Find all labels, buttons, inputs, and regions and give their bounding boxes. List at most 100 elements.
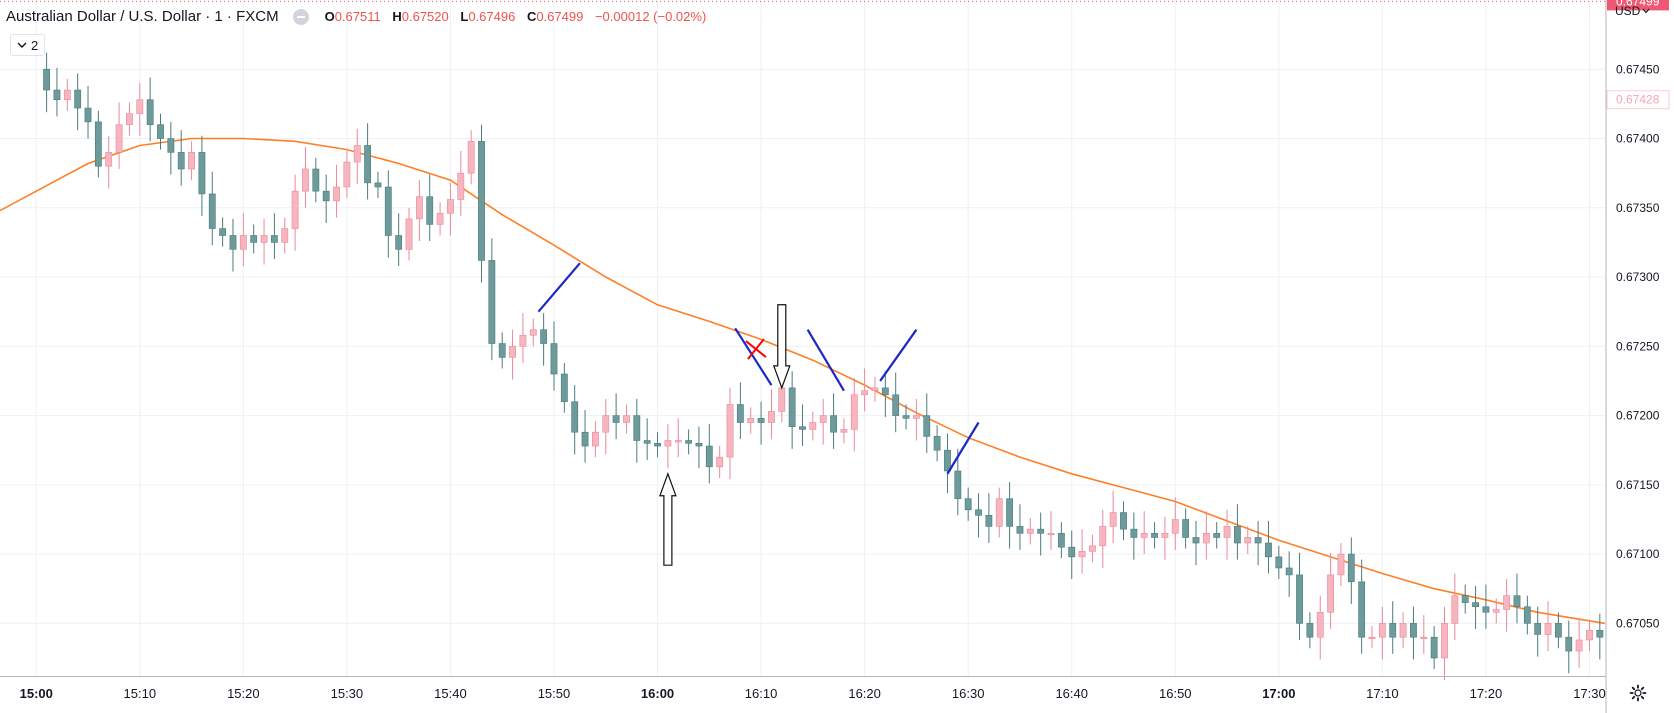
candle-body [1586, 629, 1593, 641]
candle-body [1523, 606, 1531, 624]
candle-body [1213, 533, 1221, 538]
candle-body [1182, 519, 1190, 538]
candle-body [550, 343, 558, 375]
hide-legend-icon[interactable] [292, 8, 309, 25]
candle-body [995, 498, 1003, 527]
candle-body [146, 99, 154, 125]
candle-body [1482, 606, 1490, 613]
candle-body [488, 260, 496, 344]
candle-body [1430, 636, 1438, 659]
candle-body [954, 470, 962, 499]
candle-body [560, 373, 568, 403]
chart-grid [0, 0, 1605, 676]
candle-body [861, 390, 869, 396]
price-tick-label: 0.67400 [1616, 132, 1660, 146]
candle-body [654, 442, 661, 447]
chevron-down-icon [1642, 8, 1650, 14]
candle-body [105, 152, 113, 167]
candle-body [198, 152, 206, 195]
candle-body [529, 329, 537, 336]
candle-body [788, 387, 796, 427]
candle-body [219, 228, 227, 236]
candle-body [1513, 595, 1521, 608]
arrow-down-annotation [772, 304, 791, 390]
candle-body [1037, 528, 1045, 534]
candle-body [1130, 528, 1138, 538]
candle-body [643, 440, 651, 444]
time-tick-label: 16:30 [952, 686, 985, 701]
candle-body [581, 431, 589, 447]
price-tick-label: 0.67150 [1616, 478, 1660, 492]
candle-body [302, 168, 309, 192]
candle-body [63, 89, 71, 101]
candle-body [333, 186, 340, 202]
price-axis[interactable]: 0.67050 0.67100 0.67150 0.67200 0.67250 0.673… [1605, 0, 1670, 713]
time-tick-label: 15:20 [227, 686, 260, 701]
candle-body [768, 411, 775, 423]
candle-body [270, 235, 278, 243]
price-tick-label: 0.67050 [1616, 616, 1660, 630]
candle-body [933, 436, 941, 451]
candle-body [726, 404, 734, 458]
price-tick-label: 0.67300 [1616, 270, 1660, 284]
candle-body [478, 140, 485, 261]
candle-body [1554, 623, 1562, 638]
candle-body [250, 235, 258, 243]
candle-body [157, 124, 164, 139]
candle-body [74, 89, 82, 109]
open-value: 0.67511 [334, 9, 381, 24]
candle-body [1420, 636, 1428, 640]
candle-body [674, 440, 682, 443]
candle-body [633, 415, 641, 441]
candle-body [809, 422, 817, 430]
candle-body [944, 449, 951, 472]
ohlc-values: O0.67511 H0.67520 L0.67496 C0.67499 −0.0… [324, 9, 707, 24]
candle-body [1358, 581, 1366, 638]
candle-body [850, 394, 858, 430]
indicator-count: 2 [31, 37, 39, 53]
indicators-toggle-button[interactable]: 2 [10, 34, 46, 56]
price-tick-label: 0.67250 [1616, 339, 1660, 353]
time-tick-label: 15:40 [434, 686, 467, 701]
time-tick-label: 17:20 [1470, 686, 1503, 701]
time-tick-label: 15:30 [331, 686, 364, 701]
candle-body [1565, 636, 1573, 652]
candle-body [229, 235, 237, 250]
candle-body [426, 196, 434, 225]
candle-body [1026, 528, 1034, 534]
candle-body [1285, 567, 1293, 576]
candle-body [747, 418, 755, 423]
symbol-legend: Australian Dollar / U.S. Dollar · 1 · FX… [6, 8, 710, 25]
candle-body [1472, 602, 1479, 608]
time-axis[interactable]: 15:00 15:10 15:20 15:30 15:40 15:50 16:00 16:10… [0, 676, 1606, 702]
time-tick-label: 15:00 [20, 686, 53, 701]
drawing-annotations [537, 262, 980, 566]
candle-body [902, 415, 910, 419]
time-tick-label: 16:20 [848, 686, 881, 701]
candle-body [1171, 519, 1179, 534]
time-tick-label: 16:00 [641, 686, 674, 701]
candle-body [1575, 639, 1583, 652]
candle-body [664, 440, 672, 447]
candle-body [975, 509, 982, 516]
arrow-up-annotation [659, 471, 677, 566]
candle-body [353, 145, 361, 163]
gear-icon[interactable] [1629, 684, 1647, 702]
candle-body [1006, 498, 1014, 527]
candle-body [840, 429, 848, 433]
candle-body [281, 228, 289, 243]
candle-body [1596, 629, 1604, 638]
currency-selector[interactable]: USD [1615, 4, 1650, 18]
time-tick-label: 15:50 [538, 686, 571, 701]
candle-body [736, 404, 744, 423]
trend-line-annotation [946, 421, 980, 475]
candle-body [126, 113, 133, 125]
candle-body [1492, 609, 1500, 613]
trend-line-annotation [537, 262, 581, 313]
candle-body [1120, 512, 1127, 530]
candle-body [1016, 526, 1024, 534]
ma-value-tag [1606, 90, 1670, 110]
symbol-title[interactable]: Australian Dollar / U.S. Dollar · 1 · FX… [6, 8, 279, 25]
candle-body [436, 213, 444, 225]
